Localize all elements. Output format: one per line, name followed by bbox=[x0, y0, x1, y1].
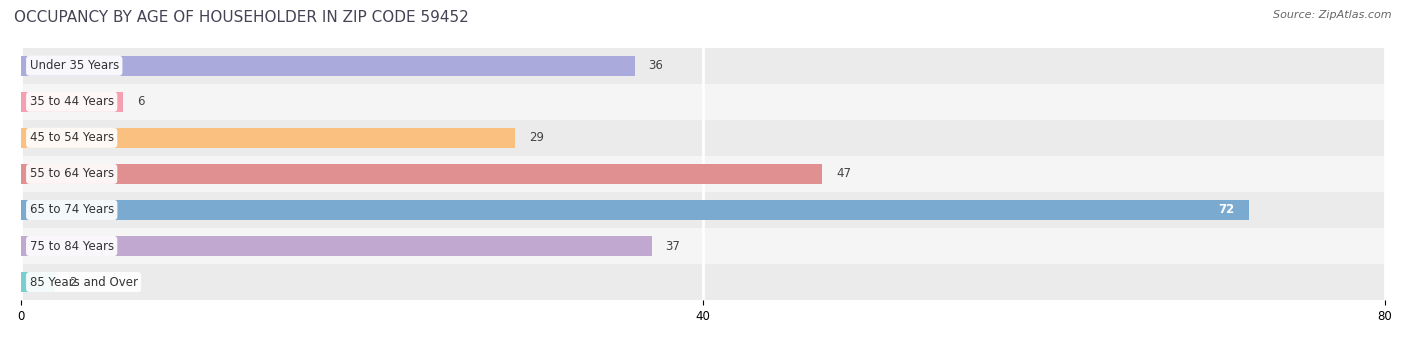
Text: 65 to 74 Years: 65 to 74 Years bbox=[30, 204, 114, 217]
Text: 36: 36 bbox=[648, 59, 664, 72]
Bar bbox=[21, 128, 516, 148]
Text: 37: 37 bbox=[665, 239, 681, 252]
Text: 85 Years and Over: 85 Years and Over bbox=[30, 276, 138, 288]
Bar bbox=[21, 48, 1385, 84]
Text: OCCUPANCY BY AGE OF HOUSEHOLDER IN ZIP CODE 59452: OCCUPANCY BY AGE OF HOUSEHOLDER IN ZIP C… bbox=[14, 10, 468, 25]
Bar bbox=[21, 156, 1385, 192]
Text: 2: 2 bbox=[69, 276, 76, 288]
Text: Source: ZipAtlas.com: Source: ZipAtlas.com bbox=[1274, 10, 1392, 20]
Text: 35 to 44 Years: 35 to 44 Years bbox=[30, 95, 114, 108]
Bar bbox=[21, 264, 1385, 300]
Text: 47: 47 bbox=[837, 167, 851, 180]
Text: 72: 72 bbox=[1219, 204, 1234, 217]
Text: 29: 29 bbox=[529, 131, 544, 144]
Text: 75 to 84 Years: 75 to 84 Years bbox=[30, 239, 114, 252]
Bar bbox=[21, 272, 55, 292]
Bar bbox=[21, 200, 1249, 220]
Bar bbox=[21, 84, 1385, 120]
Text: 55 to 64 Years: 55 to 64 Years bbox=[30, 167, 114, 180]
Text: Under 35 Years: Under 35 Years bbox=[30, 59, 120, 72]
Bar bbox=[21, 56, 636, 76]
Bar bbox=[21, 120, 1385, 156]
Bar bbox=[21, 192, 1385, 228]
Text: 45 to 54 Years: 45 to 54 Years bbox=[30, 131, 114, 144]
Bar bbox=[21, 236, 652, 256]
Text: 6: 6 bbox=[136, 95, 145, 108]
Bar bbox=[21, 92, 124, 112]
Bar bbox=[21, 228, 1385, 264]
Bar bbox=[21, 164, 823, 184]
